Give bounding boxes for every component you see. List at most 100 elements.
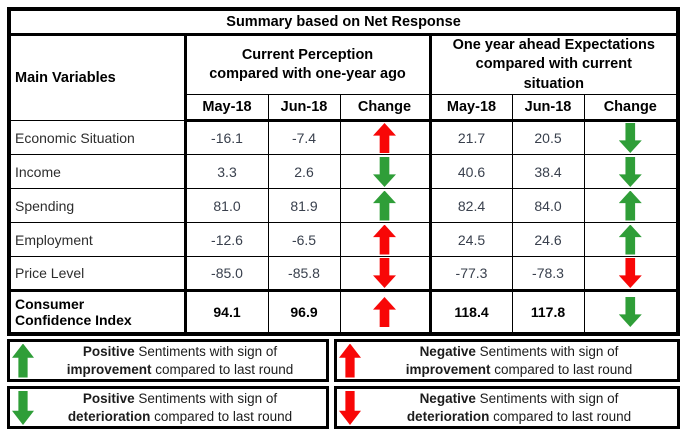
legend-down-arrow-icon	[339, 391, 361, 425]
cci-label: Consumer Confidence Index	[15, 295, 132, 328]
change-cell	[339, 222, 431, 257]
legend-bold-sentiment: Positive	[82, 390, 135, 406]
table-row-spending: Spending 81.0 81.9 82.4 84.0	[8, 188, 679, 223]
col-header-cp-may18: May-18	[184, 94, 269, 122]
table-row-income: Income 3.3 2.6 40.6 38.4	[8, 154, 679, 189]
value-cell: 2.6	[267, 154, 341, 189]
value-cell: 81.9	[267, 188, 341, 223]
value-cell: 94.1	[184, 289, 269, 335]
change-arrow-icon	[373, 190, 396, 221]
legend-rest: Sentiments with sign of	[134, 390, 278, 406]
change-arrow-icon	[619, 297, 642, 327]
value-cell: -85.8	[267, 256, 341, 291]
legend-bold-direction: improvement	[66, 361, 152, 377]
change-arrow-icon	[618, 190, 642, 221]
variable-label: Price Level	[8, 256, 187, 291]
table-row-price-level: Price Level -85.0 -85.8 -77.3 -78.3	[8, 256, 679, 291]
legend-text: Positive Sentiments with sign of deterio…	[34, 390, 326, 426]
value-cell: -16.1	[184, 120, 269, 155]
change-cell	[583, 120, 679, 155]
legend-rest: Sentiments with sign of	[475, 390, 619, 406]
summary-table: Summary based on Net Response Main Varia…	[7, 7, 681, 336]
col-header-cp-change: Change	[339, 94, 431, 122]
group-header-expectations: One year ahead Expectations compared wit…	[428, 34, 679, 95]
variable-label: Consumer Confidence Index	[8, 289, 187, 335]
corner-header-main-variables: Main Variables	[8, 34, 187, 121]
value-cell: 82.4	[428, 188, 513, 223]
value-cell: 117.8	[511, 289, 585, 335]
col-header-ex-may18: May-18	[428, 94, 513, 122]
legend-text: Positive Sentiments with sign of improve…	[34, 343, 326, 379]
legend-up-arrow-icon	[339, 343, 361, 378]
legend-bold-direction: improvement	[405, 361, 491, 377]
change-cell	[583, 188, 679, 223]
legend-down-arrow-icon	[12, 391, 34, 425]
legend-text: Negative Sentiments with sign of deterio…	[361, 390, 677, 426]
value-cell: -77.3	[428, 256, 513, 291]
change-arrow-icon	[373, 123, 396, 153]
legend-bold-sentiment: Negative	[419, 343, 476, 359]
change-arrow-icon	[619, 258, 642, 288]
legend: Positive Sentiments with sign of improve…	[7, 339, 680, 429]
legend-rest: compared to last round	[150, 408, 293, 424]
table-row-consumer-confidence-index: Consumer Confidence Index 94.1 96.9 118.…	[8, 289, 679, 335]
change-cell	[339, 154, 431, 189]
change-arrow-icon	[373, 157, 396, 187]
legend-item-positive-improvement: Positive Sentiments with sign of improve…	[7, 339, 329, 382]
value-cell: 24.6	[511, 222, 585, 257]
legend-rest: Sentiments with sign of	[475, 343, 619, 359]
group-header-current-perception: Current Perception compared with one-yea…	[184, 34, 431, 95]
value-cell: 38.4	[511, 154, 585, 189]
page-title: Summary based on Net Response	[8, 8, 679, 36]
change-cell	[339, 188, 431, 223]
col-header-ex-change: Change	[583, 94, 679, 122]
value-cell: -12.6	[184, 222, 269, 257]
col-header-ex-jun18: Jun-18	[511, 94, 585, 122]
value-cell: 3.3	[184, 154, 269, 189]
title-row: Summary based on Net Response	[8, 8, 679, 36]
change-arrow-icon	[373, 224, 396, 255]
legend-rest: Sentiments with sign of	[134, 343, 278, 359]
variable-label: Economic Situation	[8, 120, 187, 155]
legend-item-positive-deterioration: Positive Sentiments with sign of deterio…	[7, 386, 329, 429]
value-cell: 96.9	[267, 289, 341, 335]
variable-label: Income	[8, 154, 187, 189]
value-cell: -6.5	[267, 222, 341, 257]
change-arrow-icon	[619, 157, 642, 187]
legend-rest: compared to last round	[489, 408, 632, 424]
change-cell	[339, 289, 431, 335]
value-cell: 20.5	[511, 120, 585, 155]
value-cell: 40.6	[428, 154, 513, 189]
variable-label: Employment	[8, 222, 187, 257]
value-cell: 84.0	[511, 188, 585, 223]
legend-up-arrow-icon	[12, 343, 34, 378]
legend-rest: compared to last round	[490, 361, 633, 377]
value-cell: 24.5	[428, 222, 513, 257]
variable-label: Spending	[8, 188, 187, 223]
value-cell: -85.0	[184, 256, 269, 291]
legend-bold-direction: deterioration	[67, 408, 151, 424]
value-cell: 21.7	[428, 120, 513, 155]
value-cell: -7.4	[267, 120, 341, 155]
change-cell	[339, 256, 431, 291]
change-cell	[583, 289, 679, 335]
value-cell: -78.3	[511, 256, 585, 291]
legend-item-negative-deterioration: Negative Sentiments with sign of deterio…	[334, 386, 680, 429]
legend-bold-sentiment: Positive	[82, 343, 135, 359]
legend-bold-direction: deterioration	[406, 408, 490, 424]
change-cell	[339, 120, 431, 155]
change-cell	[583, 222, 679, 257]
change-arrow-icon	[373, 297, 396, 327]
table-row-employment: Employment -12.6 -6.5 24.5 24.6	[8, 222, 679, 257]
value-cell: 118.4	[428, 289, 513, 335]
legend-text: Negative Sentiments with sign of improve…	[361, 343, 677, 379]
change-cell	[583, 154, 679, 189]
change-arrow-icon	[619, 123, 642, 153]
change-arrow-icon	[618, 224, 642, 255]
group-header-row: Main Variables Current Perception compar…	[8, 34, 679, 121]
column-header-row: May-18 Jun-18 Change May-18 Jun-18 Chang…	[9, 94, 679, 122]
legend-rest: compared to last round	[151, 361, 294, 377]
table-row-economic-situation: Economic Situation -16.1 -7.4 21.7 20.5	[8, 120, 679, 155]
value-cell: 81.0	[184, 188, 269, 223]
legend-bold-sentiment: Negative	[419, 390, 476, 406]
